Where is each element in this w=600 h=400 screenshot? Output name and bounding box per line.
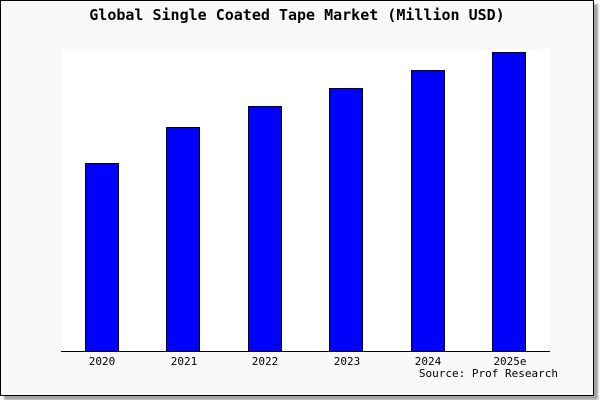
bar-2023 <box>329 88 363 351</box>
plot-area <box>61 49 550 352</box>
bar-2022 <box>248 106 282 351</box>
x-axis-labels: 2020 2021 2022 2023 2024 2025e <box>61 355 550 369</box>
x-tick-label-2020: 2020 <box>88 355 116 368</box>
source-note: Source: Prof Research <box>418 367 558 380</box>
x-tick-label-2021: 2021 <box>170 355 198 368</box>
x-tick-label-2024: 2024 <box>414 355 442 368</box>
x-tick-label-2023: 2023 <box>333 355 361 368</box>
bar-2025e <box>492 52 526 351</box>
x-tick-label-2022: 2022 <box>251 355 279 368</box>
bar-2020 <box>85 163 119 351</box>
bar-2021 <box>166 127 200 351</box>
chart-title: Global Single Coated Tape Market (Millio… <box>89 6 505 24</box>
x-tick-label-2025e: 2025e <box>493 355 527 368</box>
bar-2024 <box>411 70 445 351</box>
